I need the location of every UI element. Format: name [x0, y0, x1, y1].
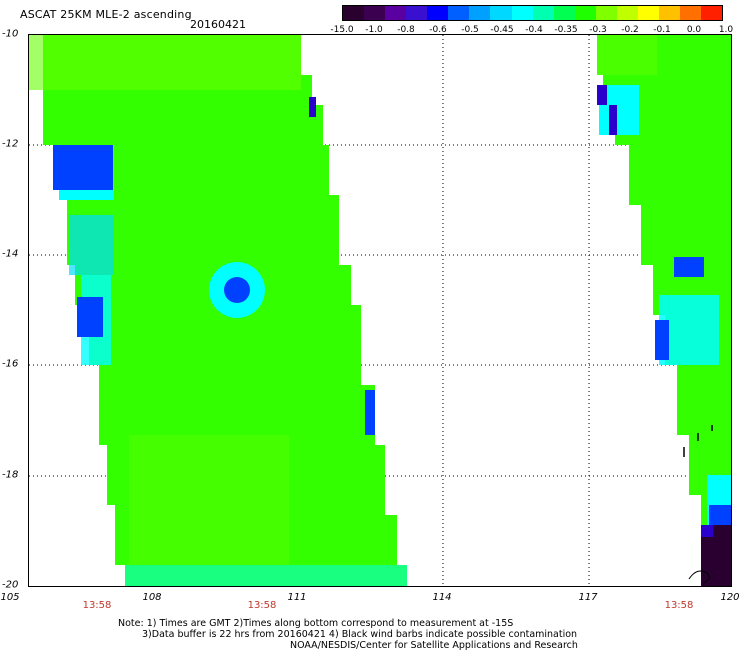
swath-patch	[29, 35, 301, 90]
color-scale-tick-label: 1.0	[718, 25, 734, 35]
footer-note: Note: 1) Times are GMT 2)Times along bot…	[118, 618, 577, 640]
color-scale-tick-label: -0.2	[621, 25, 639, 35]
color-scale-swatch	[595, 6, 617, 20]
color-scale-swatch	[658, 6, 680, 20]
footer-credit: NOAA/NESDIS/Center for Satellite Applica…	[290, 640, 578, 651]
color-scale-tick-label: -0.6	[429, 25, 447, 35]
color-scale-swatch	[448, 6, 470, 20]
color-scale-swatch	[532, 6, 554, 20]
color-scale-tick-label: -15.0	[330, 25, 354, 35]
swath-patch	[69, 215, 114, 275]
pass-time-label: 13:58	[247, 600, 277, 611]
color-scale-tick-label: -0.45	[490, 25, 514, 35]
color-scale-tick-label: -0.8	[397, 25, 415, 35]
color-scale-swatch	[469, 6, 491, 20]
product-title: ASCAT 25KM MLE-2 ascending	[20, 8, 192, 21]
swath-patch	[77, 297, 103, 337]
swath-patch	[53, 145, 113, 190]
color-scale-tick-label: -1.0	[365, 25, 383, 35]
lon-label: 114	[432, 592, 452, 603]
swath-edge-patch	[609, 105, 617, 135]
swath-edge-patch	[701, 525, 713, 537]
color-scale-tick-label: -0.4	[525, 25, 543, 35]
color-scale-swatch	[490, 6, 512, 20]
color-scale-tick-label: -0.1	[653, 25, 671, 35]
swath-patch	[125, 565, 407, 586]
color-scale-tick-label: -0.3	[589, 25, 607, 35]
color-scale-ticks: -15.0 -1.0 -0.8 -0.6 -0.5 -0.45 -0.4 -0.35 -0.3 -…	[330, 25, 740, 37]
swath-patch	[597, 35, 657, 75]
color-scale-tick-label: 0.0	[686, 25, 702, 35]
note-line-1: Note: 1) Times are GMT 2)Times along bot…	[118, 618, 514, 629]
lon-label: 111	[287, 592, 307, 603]
lat-label: -10	[2, 28, 19, 40]
lat-label: -16	[2, 358, 19, 370]
color-scale-swatch	[427, 6, 449, 20]
note-line-2: 3)Data buffer is 22 hrs from 20160421 4)…	[142, 629, 578, 640]
lat-label: -18	[2, 469, 19, 481]
color-scale-tick-label: -0.35	[554, 25, 578, 35]
color-scale-swatch	[385, 6, 407, 20]
color-scale-swatch	[680, 6, 702, 20]
swath-edge-patch	[365, 390, 375, 435]
pass-time-label: 13:58	[82, 600, 112, 611]
map-plot-area	[28, 34, 732, 587]
color-scale-swatch	[701, 6, 723, 20]
coastline	[688, 570, 710, 584]
product-date: 20160421	[190, 18, 246, 31]
lat-label: -14	[2, 248, 19, 260]
swath-edge-patch	[597, 85, 607, 105]
color-scale-swatch	[343, 6, 365, 20]
swath-patch	[674, 257, 704, 277]
lat-label: -12	[2, 138, 19, 150]
lon-label: 105	[0, 592, 20, 603]
wind-barb	[683, 425, 713, 457]
color-scale-swatch	[406, 6, 428, 20]
lat-label: -20	[2, 579, 19, 591]
lon-label: 108	[142, 592, 162, 603]
swath-edge-patch	[655, 320, 669, 360]
swath-edge-patch	[309, 97, 316, 117]
color-scale-tick-label: -0.5	[461, 25, 479, 35]
swath-patch	[129, 435, 289, 565]
color-scale-swatch	[364, 6, 386, 20]
lon-label: 117	[578, 592, 598, 603]
pass-time-label: 13:58	[664, 600, 694, 611]
color-scale-swatch	[553, 6, 575, 20]
swath-patch	[224, 277, 250, 303]
color-scale-swatch	[574, 6, 596, 20]
color-scale-bar	[342, 5, 723, 21]
color-scale-swatch	[637, 6, 659, 20]
lon-label: 120	[720, 592, 740, 603]
color-scale-swatch	[616, 6, 638, 20]
map-swaths-svg	[29, 35, 731, 586]
color-scale-swatch	[511, 6, 533, 20]
